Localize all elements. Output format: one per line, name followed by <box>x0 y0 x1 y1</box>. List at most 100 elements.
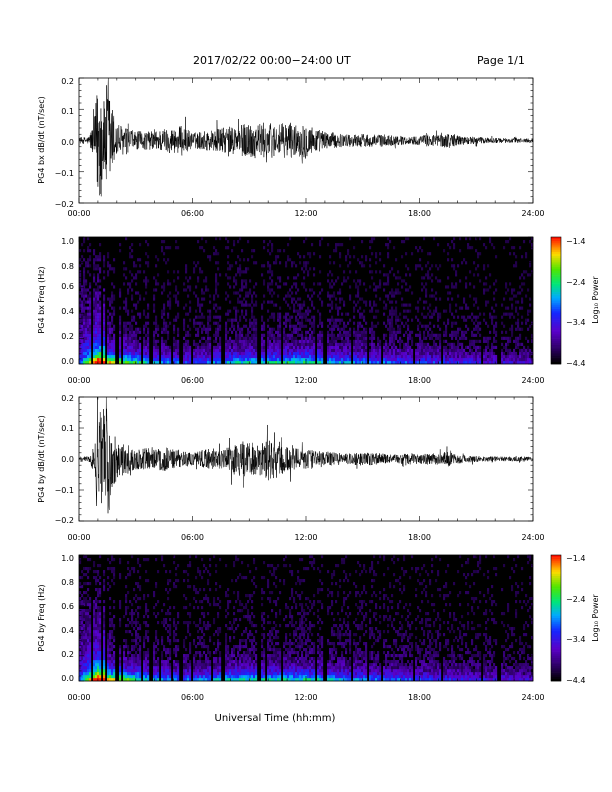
spectrogram-cell <box>507 351 510 356</box>
spectrogram-cell <box>253 321 256 325</box>
spectrogram-cell <box>261 357 264 362</box>
spectrogram-cell <box>209 309 212 313</box>
spectrogram-cell <box>137 666 140 670</box>
spectrogram-cell <box>305 267 308 271</box>
spectrogram-cell <box>177 666 180 670</box>
spectrogram-cell <box>303 345 306 350</box>
spectrogram-cell <box>167 672 170 676</box>
spectrogram-cell <box>263 360 266 365</box>
spectrogram-cell <box>103 321 106 325</box>
spectrogram-cell <box>393 336 396 340</box>
spectrogram-cell <box>267 357 270 362</box>
spectrogram-cell <box>195 327 198 331</box>
spectrogram-cell <box>427 354 430 359</box>
spectrogram-cell <box>113 627 116 631</box>
spectrogram-cell <box>411 318 414 322</box>
spectrogram-cell <box>479 354 482 359</box>
spectrogram-cell <box>483 336 486 340</box>
page-title: 2017/02/22 00:00−24:00 UT <box>193 54 351 67</box>
spectrogram-cell <box>137 648 140 652</box>
spectrogram-cell <box>353 330 356 334</box>
spectrogram-cell <box>431 264 434 268</box>
spectrogram-cell <box>83 318 86 322</box>
spectrogram-cell <box>93 315 96 319</box>
spectrogram-cell <box>229 345 232 350</box>
spectrogram-cell <box>451 336 454 340</box>
spectrogram-cell <box>83 657 86 661</box>
spectrogram-cell <box>475 339 478 343</box>
spectrogram-cell <box>529 264 532 268</box>
spectrogram-cell <box>277 354 280 359</box>
spectrogram-cell <box>155 282 158 286</box>
spectrogram-cell <box>501 354 504 359</box>
spectrogram-cell <box>85 300 88 304</box>
spectrogram-cell <box>87 570 90 574</box>
colorbar-step <box>551 315 561 318</box>
spectrogram-cell <box>195 576 198 580</box>
spectrogram-cell <box>327 333 330 337</box>
spectrogram-cell <box>305 354 308 359</box>
spectrogram-cell <box>485 276 488 280</box>
spectrogram-cell <box>99 339 102 343</box>
spectrogram-cell <box>357 330 360 334</box>
spectrogram-cell <box>125 309 128 313</box>
spectrogram-cell <box>131 555 134 559</box>
spectrogram-cell <box>83 582 86 586</box>
spectrogram-cell <box>89 312 92 316</box>
spectrogram-cell <box>531 351 534 356</box>
spectrogram-cell <box>241 360 244 365</box>
spectrogram-cell <box>155 669 158 673</box>
spectrogram-cell <box>137 657 140 661</box>
y-tick-label: 0.1 <box>61 424 74 433</box>
y-tick-label: −0.1 <box>55 169 74 178</box>
spectrogram-cell <box>287 318 290 322</box>
spectrogram-cell <box>195 591 198 595</box>
spectrogram-cell <box>153 351 156 356</box>
spectrogram-cell <box>523 345 526 350</box>
spectrogram-cell <box>451 264 454 268</box>
spectrogram-cell <box>249 288 252 292</box>
spectrogram-cell <box>215 345 218 350</box>
spectrogram-cell <box>445 324 448 328</box>
spectrogram-cell <box>123 648 126 652</box>
spectrogram-cell <box>167 300 170 304</box>
spectrogram-cell <box>377 342 380 346</box>
spectrogram-cell <box>157 648 160 652</box>
spectrogram-cell <box>79 663 82 667</box>
spectrogram-cell <box>431 354 434 359</box>
spectrogram-cell <box>107 558 110 562</box>
spectrogram-cell <box>125 339 128 343</box>
spectrogram-cell <box>93 309 96 313</box>
spectrogram-cell <box>189 555 192 559</box>
spectrogram-cell <box>157 672 160 676</box>
spectrogram-cell <box>197 342 200 346</box>
spectrogram-cell <box>99 555 102 559</box>
colorbar-step <box>551 249 561 253</box>
spectrogram-cell <box>255 324 258 328</box>
spectrogram-cell <box>225 339 228 343</box>
spectrogram-cell <box>83 351 86 356</box>
spectrogram-cell <box>379 360 382 365</box>
spectrogram-cell <box>95 357 98 362</box>
spectrogram-cell <box>137 621 140 625</box>
spectrogram-cell <box>527 309 530 313</box>
spectrogram-cell <box>277 315 280 319</box>
spectrogram-cell <box>233 276 236 280</box>
spectrogram-cell <box>127 645 130 649</box>
spectrogram-cell <box>95 342 98 346</box>
spectrogram-cell <box>203 297 206 301</box>
spectrogram-cell <box>175 624 178 628</box>
spectrogram-cell <box>463 333 466 337</box>
spectrogram-cell <box>385 273 388 277</box>
spectrogram-cell <box>403 354 406 359</box>
spectrogram-cell <box>285 321 288 325</box>
spectrogram-cell <box>137 678 140 682</box>
spectrogram-cell <box>511 330 514 334</box>
spectrogram-cell <box>407 324 410 328</box>
bx-dbdt-y-axis-label: PG4 bx dB/dt (nT/sec) <box>37 96 46 183</box>
spectrogram-cell <box>341 243 344 247</box>
spectrogram-cell <box>355 285 358 289</box>
spectrogram-cell <box>327 279 330 283</box>
spectrogram-cell <box>407 237 410 241</box>
spectrogram-cell <box>177 315 180 319</box>
